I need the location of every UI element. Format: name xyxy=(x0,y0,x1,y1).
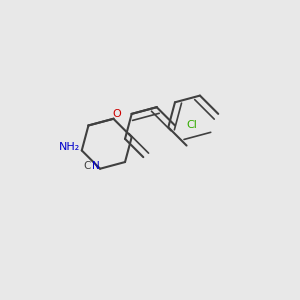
Text: O: O xyxy=(112,109,121,119)
Text: N: N xyxy=(92,161,100,171)
Text: C: C xyxy=(83,161,90,171)
Text: Cl: Cl xyxy=(186,121,197,130)
Text: NH₂: NH₂ xyxy=(59,142,80,152)
